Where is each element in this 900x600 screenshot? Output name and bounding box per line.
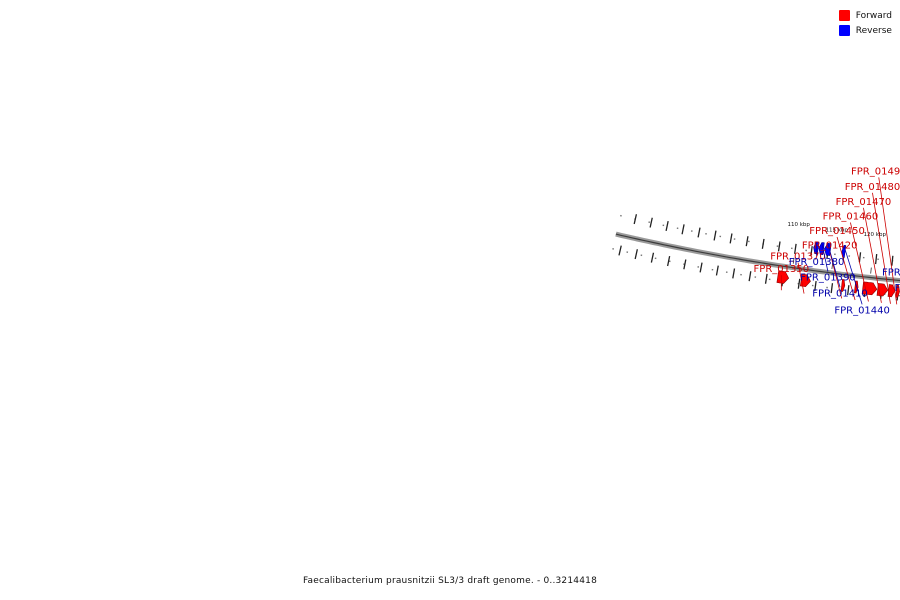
- forward-marker: [699, 262, 703, 273]
- legend: Forward Reverse: [838, 8, 892, 38]
- reverse-marker: [810, 246, 813, 257]
- axis-tick-label: 115 kbp: [825, 227, 848, 233]
- forward-gene-leader: [829, 251, 843, 299]
- forward-marker: [715, 265, 719, 276]
- axis-tick-label: 120 kbp: [864, 232, 887, 238]
- reverse-marker: [745, 236, 749, 247]
- reverse-marker: [858, 252, 862, 263]
- reverse-marker: [713, 230, 717, 241]
- reverse-marker: [874, 254, 878, 265]
- reverse-marker: [681, 224, 685, 235]
- reverse-marker: [697, 227, 701, 238]
- forward-marker: [666, 256, 671, 267]
- forward-swatch-icon: [838, 10, 850, 21]
- axis-tick: [792, 257, 795, 264]
- reverse-marker: [761, 238, 765, 249]
- axis-tick-label: 110 kbp: [787, 222, 810, 228]
- reverse-gene-arrow: [818, 242, 825, 256]
- reverse-gene-arrow: [823, 243, 832, 256]
- forward-gene-leader: [836, 236, 856, 301]
- legend-forward: Forward: [838, 8, 892, 23]
- reverse-marker: [665, 221, 669, 232]
- forward-marker: [830, 283, 834, 294]
- forward-gene-leader: [850, 222, 869, 302]
- forward-gene-label: FPR_01370: [770, 252, 826, 263]
- reverse-gene-label: FPR_01410: [812, 288, 868, 299]
- forward-gene-label: FPR_01450: [809, 226, 865, 237]
- forward-gene-leader: [797, 262, 805, 294]
- reverse-marker: [891, 255, 894, 266]
- reverse-swatch-icon: [838, 25, 850, 36]
- forward-marker: [634, 249, 638, 260]
- reverse-gene-leader: [827, 244, 841, 288]
- reverse-marker: [794, 243, 797, 254]
- forward-gene-label: FPR_01350: [754, 264, 810, 275]
- forward-gene-label: FPR_01480: [845, 182, 900, 193]
- backbone-edge: [615, 233, 900, 282]
- legend-forward-label: Forward: [855, 10, 892, 21]
- reverse-marker: [729, 233, 733, 244]
- forward-marker: [683, 259, 687, 270]
- reverse-gene-leader: [843, 246, 863, 305]
- forward-gene-label: FPR_01420: [802, 240, 858, 251]
- forward-gene-leader: [872, 192, 891, 304]
- forward-gene-arrow: [776, 270, 790, 284]
- reverse-marker: [649, 217, 653, 228]
- reverse-gene-label: FPR_01500: [882, 267, 900, 278]
- forward-marker: [732, 268, 736, 279]
- forward-gene-arrow: [853, 280, 859, 294]
- forward-gene-label: FPR_01490: [851, 166, 900, 177]
- reverse-gene-label: FPR_01390: [800, 272, 856, 283]
- forward-marker: [814, 280, 817, 292]
- forward-gene-label: FPR_01460: [823, 211, 879, 222]
- reverse-gene-label: FPR_01380: [789, 257, 845, 268]
- reverse-marker: [777, 241, 781, 252]
- forward-gene-arrow: [840, 279, 846, 292]
- reverse-gene-leader: [821, 243, 829, 272]
- forward-marker: [797, 278, 801, 289]
- forward-gene-arrow: [895, 285, 900, 298]
- forward-marker: [618, 245, 622, 256]
- reverse-gene-label: FPR_01510: [895, 283, 900, 294]
- forward-gene-label: FPR_01470: [836, 197, 892, 208]
- legend-reverse-label: Reverse: [855, 25, 892, 36]
- forward-marker: [650, 252, 655, 263]
- forward-marker: [764, 273, 768, 284]
- axis-tick: [870, 267, 872, 274]
- reverse-gene-label: FPR_01440: [834, 305, 890, 316]
- reverse-marker: [633, 214, 638, 225]
- forward-gene-leader: [878, 177, 898, 305]
- forward-marker: [748, 271, 752, 282]
- forward-marker: [847, 285, 850, 296]
- map-caption: Faecalibacterium prausnitzii SL3/3 draft…: [302, 576, 597, 586]
- legend-reverse: Reverse: [838, 23, 892, 38]
- forward-gene-leader: [863, 207, 882, 303]
